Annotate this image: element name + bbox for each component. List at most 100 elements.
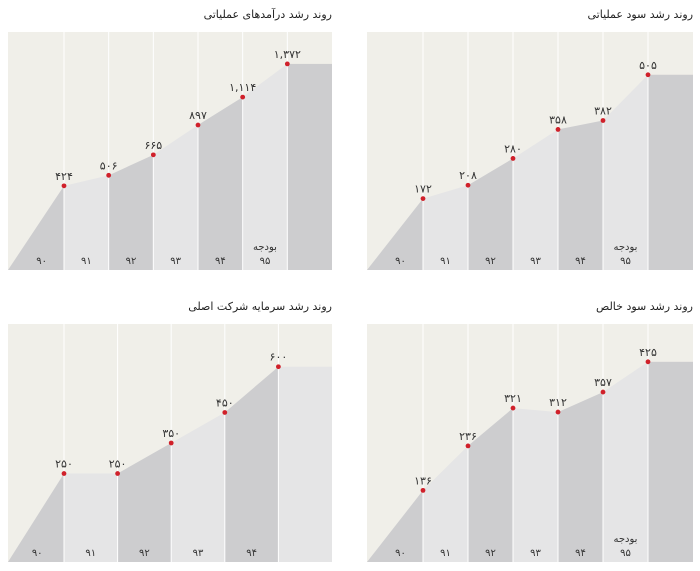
data-point-marker (106, 172, 112, 178)
value-label: ۴۲۴ (55, 170, 73, 183)
category-label: ۹۴ (215, 256, 226, 267)
data-point-marker (150, 152, 156, 158)
data-point-marker (555, 409, 561, 415)
value-label: ۲۸۰ (504, 142, 522, 155)
value-label: ۱۳۶ (414, 474, 432, 487)
area-segment (108, 154, 154, 270)
value-label: ۵۰۶ (100, 159, 118, 172)
value-label: ۴۲۵ (639, 346, 657, 359)
data-point-marker (510, 405, 516, 411)
area-segment (603, 74, 648, 270)
category-label: ۹۰ (395, 548, 406, 559)
area-segment (64, 175, 109, 270)
value-label: ۶۶۵ (144, 139, 162, 152)
data-point-marker (284, 61, 290, 67)
value-label: ۶۰۰ (270, 351, 288, 364)
chart-title: روند رشد سرمایه شرکت اصلی (188, 300, 332, 313)
category-label: ۹۳ (170, 256, 181, 267)
area-segment (423, 185, 468, 270)
area-segment (8, 185, 64, 270)
data-point-marker (61, 471, 67, 476)
category-label: ۹۲ (485, 256, 496, 267)
category-label: ۹۰ (395, 256, 406, 267)
category-label: ۹۴ (575, 256, 586, 267)
area-segment (117, 443, 172, 562)
category-note: بودجه (614, 534, 638, 545)
chart-title: روند رشد درآمدهای عملیاتی (203, 8, 332, 21)
value-label: ۳۵۷ (594, 376, 612, 389)
chart-title: روند رشد سود عملیاتی (587, 8, 693, 21)
area-segment (513, 129, 558, 270)
data-point-marker (600, 118, 606, 123)
area-chart-net-profit: ۱۳۶ ۲۳۶ ۳۲۱ ۳۱۲ ۳۵۷ ۴۲۵ ۹۰ ۹۱ ۹۲ ۹۳ ۹۴ ۹۵ بودجه (367, 324, 693, 562)
data-point-marker (61, 183, 67, 189)
chart-panel-operating-profit: روند رشد سود عملیاتی ۱۷۲ ۲۰۸ ۲۸۰ ۳۵۸ ۳۸۲ ۵۰۵ ۹… (367, 8, 693, 270)
value-label: ۴۵۰ (216, 396, 234, 409)
category-label: ۹۲ (139, 548, 150, 559)
value-label: ۳۸۲ (594, 105, 612, 118)
value-label: ۳۵۰ (162, 427, 180, 440)
category-label: ۹۳ (530, 256, 541, 267)
area-segment (603, 361, 648, 562)
category-label: ۹۳ (530, 548, 541, 559)
data-point-marker (465, 182, 471, 188)
area-segment (558, 392, 603, 562)
area-segment (64, 473, 118, 562)
value-label: ۵۰۵ (639, 59, 657, 72)
data-point-marker (510, 156, 516, 161)
data-point-marker (420, 196, 426, 202)
data-point-marker (555, 127, 561, 132)
value-label: ۸۹۷ (189, 109, 207, 122)
value-label: ۳۱۲ (549, 396, 567, 409)
category-label: ۹۱ (440, 256, 451, 267)
area-segment (558, 120, 603, 270)
category-label: ۹۱ (85, 548, 96, 559)
area-segment (648, 74, 693, 270)
value-label: ۱,۳۷۲ (274, 48, 301, 61)
area-segment (468, 408, 513, 562)
category-label: ۹۵ (620, 548, 631, 559)
area-segment (224, 366, 279, 562)
category-label: ۹۴ (575, 548, 586, 559)
value-label: ۱۷۲ (414, 183, 432, 196)
area-chart-parent-capital: ۲۵۰ ۲۵۰ ۳۵۰ ۴۵۰ ۶۰۰ ۹۰ ۹۱ ۹۲ ۹۳ ۹۴ (8, 324, 332, 562)
category-label: ۹۰ (36, 256, 47, 267)
value-label: ۳۵۸ (549, 113, 567, 126)
area-segment (198, 97, 243, 270)
category-label: ۹۱ (440, 548, 451, 559)
area-segment (153, 125, 198, 270)
category-label: ۹۰ (32, 548, 43, 559)
category-label: ۹۵ (260, 256, 271, 267)
data-point-marker (115, 471, 120, 476)
area-segment (468, 158, 513, 270)
category-note: بودجه (253, 242, 277, 253)
area-segment (242, 63, 288, 270)
data-point-marker (168, 440, 174, 446)
area-segment (648, 361, 693, 562)
area-segment (367, 198, 423, 270)
category-label: ۹۴ (246, 548, 257, 559)
value-label: ۲۰۸ (459, 169, 477, 182)
area-chart-operating-profit: ۱۷۲ ۲۰۸ ۲۸۰ ۳۵۸ ۳۸۲ ۵۰۵ ۹۰ ۹۱ ۹۲ ۹۳ ۹۴ ۹۵ بودجه (367, 32, 693, 270)
area-chart-operating-revenue: ۴۲۴ ۵۰۶ ۶۶۵ ۸۹۷ ۱,۱۱۴ ۱,۳۷۲ ۹۰ ۹۱ ۹۲ ۹۳ ۹۴ ۹۵ بودجه (8, 32, 332, 270)
category-label: ۹۲ (126, 256, 137, 267)
category-label: ۹۱ (81, 256, 92, 267)
data-point-marker (276, 364, 281, 370)
data-point-marker (465, 443, 471, 449)
value-label: ۱,۱۱۴ (229, 81, 256, 94)
value-label: ۲۵۰ (55, 458, 73, 471)
value-label: ۳۲۱ (504, 392, 522, 405)
value-label: ۲۵۰ (109, 458, 127, 471)
data-point-marker (600, 389, 606, 395)
data-point-marker (240, 94, 246, 100)
data-point-marker (195, 122, 201, 128)
chart-title: روند رشد سود خالص (595, 300, 693, 313)
value-label: ۲۳۶ (459, 430, 477, 443)
chart-panel-operating-revenue: روند رشد درآمدهای عملیاتی ۴۲۴ ۵۰۶ ۶۶۵ ۸۹۷ ۱,… (8, 8, 332, 270)
data-point-marker (645, 72, 651, 78)
area-segment (171, 412, 225, 562)
chart-panel-parent-capital: روند رشد سرمایه شرکت اصلی ۲۵۰ ۲۵۰ ۳۵۰ ۴۵۰ ۶۰… (8, 300, 332, 562)
category-label: ۹۳ (193, 548, 204, 559)
area-segment (423, 445, 468, 562)
data-point-marker (420, 487, 426, 493)
